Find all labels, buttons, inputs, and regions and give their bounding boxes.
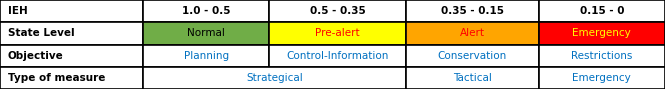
Bar — [269, 0, 406, 22]
Text: Normal: Normal — [188, 28, 225, 38]
Bar — [143, 22, 269, 44]
Bar — [0, 22, 143, 44]
Bar — [406, 44, 539, 67]
Bar — [143, 0, 269, 22]
Bar — [406, 0, 539, 22]
Bar — [539, 0, 665, 22]
Bar — [0, 67, 143, 89]
Bar — [0, 0, 143, 22]
Bar — [539, 22, 665, 44]
Bar — [143, 67, 406, 89]
Text: Tactical: Tactical — [453, 73, 491, 83]
Bar — [269, 44, 406, 67]
Text: State Level: State Level — [8, 28, 74, 38]
Text: Type of measure: Type of measure — [8, 73, 105, 83]
Text: Pre-alert: Pre-alert — [315, 28, 360, 38]
Text: Conservation: Conservation — [438, 51, 507, 61]
Text: IEH: IEH — [8, 6, 28, 16]
Text: Control-Information: Control-Information — [287, 51, 388, 61]
Bar — [269, 22, 406, 44]
Bar — [143, 67, 406, 89]
Text: 0.5 - 0.35: 0.5 - 0.35 — [310, 6, 365, 16]
Text: 0.15 - 0: 0.15 - 0 — [580, 6, 624, 16]
Text: Alert: Alert — [460, 28, 485, 38]
Bar — [0, 44, 143, 67]
Bar — [406, 0, 539, 22]
Bar — [539, 22, 665, 44]
Bar — [269, 0, 406, 22]
Text: Planning: Planning — [184, 51, 229, 61]
Bar — [0, 0, 143, 22]
Bar — [143, 0, 269, 22]
Bar — [269, 22, 406, 44]
Bar — [143, 44, 269, 67]
Bar — [406, 67, 539, 89]
Bar — [269, 44, 406, 67]
Text: 0.35 - 0.15: 0.35 - 0.15 — [441, 6, 503, 16]
Bar — [406, 22, 539, 44]
Bar — [539, 67, 665, 89]
Bar — [539, 44, 665, 67]
Bar — [539, 67, 665, 89]
Bar — [539, 0, 665, 22]
Text: Emergency: Emergency — [573, 73, 631, 83]
Text: Strategical: Strategical — [246, 73, 303, 83]
Text: Emergency: Emergency — [573, 28, 631, 38]
Bar — [143, 44, 269, 67]
Bar — [0, 67, 143, 89]
Bar — [143, 22, 269, 44]
Bar — [0, 44, 143, 67]
Text: 1.0 - 0.5: 1.0 - 0.5 — [182, 6, 230, 16]
Bar — [406, 67, 539, 89]
Bar — [0, 22, 143, 44]
Text: Objective: Objective — [8, 51, 64, 61]
Bar — [406, 44, 539, 67]
Bar — [406, 22, 539, 44]
Bar — [539, 44, 665, 67]
Text: Restrictions: Restrictions — [571, 51, 632, 61]
